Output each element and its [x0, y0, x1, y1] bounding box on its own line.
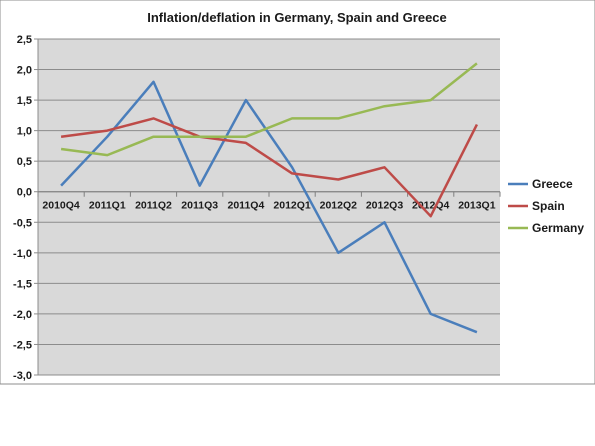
legend-label-germany: Germany	[532, 221, 584, 235]
x-tick-label: 2012Q3	[366, 200, 404, 212]
x-tick-label: 2011Q2	[135, 200, 172, 212]
x-tick-label: 2012Q1	[273, 200, 311, 212]
y-axis: 2,5 2,0 1,5 1,0 0,5 0,0 -0,5 -1,0 -1,5 -2,0 -2,5 -3…	[13, 34, 39, 382]
y-tick-label: 2,5	[17, 34, 32, 46]
x-tick-label: 2011Q1	[89, 200, 126, 212]
x-axis: 2010Q4 2011Q1 2011Q2 2011Q3 2011Q4 2012Q1 2012…	[37, 191, 501, 212]
x-tick-label: 2012Q2	[320, 200, 358, 212]
legend: Greece Spain Germany	[508, 177, 584, 235]
series-line-spain	[60, 117, 479, 218]
x-tick-label: 2012Q4	[412, 200, 450, 212]
legend-label-spain: Spain	[532, 199, 565, 213]
y-tick-label: -1,0	[13, 248, 32, 260]
series-line-greece	[60, 80, 478, 334]
y-tick-label: 1,0	[17, 126, 32, 138]
gridlines	[38, 38, 500, 376]
y-tick-label: 0,5	[17, 156, 32, 168]
y-tick-label: -0,5	[13, 217, 32, 229]
y-tick-label: -1,5	[13, 278, 32, 290]
x-tick-label: 2011Q4	[228, 200, 265, 212]
y-tick-label: -3,0	[13, 370, 32, 382]
series-line-germany	[60, 62, 478, 157]
y-tick-label: 1,5	[17, 95, 32, 107]
chart-title: Inflation/deflation in Germany, Spain an…	[147, 10, 447, 25]
x-tick-label: 2011Q3	[181, 200, 218, 212]
x-tick-label: 2010Q4	[42, 200, 80, 212]
y-tick-label: 0,0	[17, 187, 32, 199]
y-tick-label: -2,0	[13, 309, 32, 321]
y-tick-label: 2,0	[17, 65, 32, 77]
x-tick-label: 2013Q1	[458, 200, 496, 212]
series-lines	[60, 62, 479, 334]
y-tick-label: -2,5	[13, 339, 32, 351]
legend-label-greece: Greece	[532, 177, 573, 191]
